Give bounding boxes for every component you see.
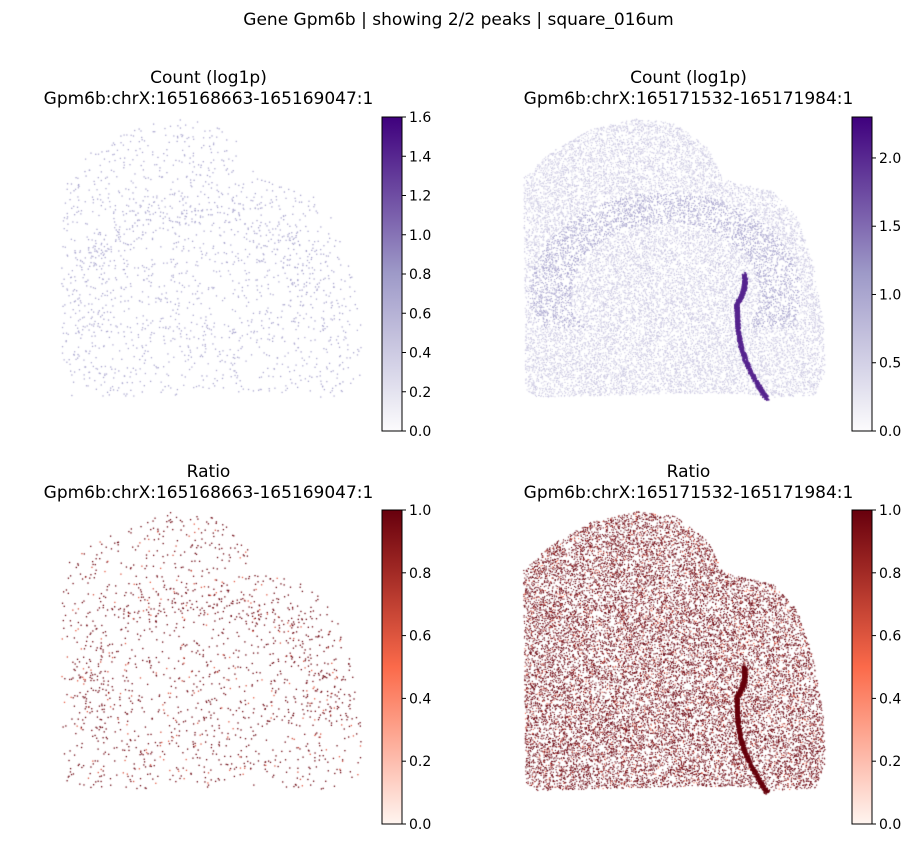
- colorbar-gradient: [851, 509, 873, 825]
- panel-title-line2: Gpm6b:chrX:165171532-165171984:1: [523, 89, 854, 109]
- panel-title-line2: Gpm6b:chrX:165168663-165169047:1: [43, 483, 374, 503]
- spatial-scatter-plot: [515, 510, 835, 810]
- panel-title-line2: Gpm6b:chrX:165171532-165171984:1: [523, 483, 854, 503]
- colorbar-tick-label: 0.6: [409, 306, 431, 322]
- spatial-scatter-plot: [515, 117, 835, 417]
- colorbar-tick-label: 1.4: [409, 149, 431, 165]
- colorbar-tick-label: 0.4: [409, 346, 431, 362]
- figure-suptitle: Gene Gpm6b | showing 2/2 peaks | square_…: [243, 10, 674, 30]
- panel-title: Ratio Gpm6b:chrX:165171532-165171984:1: [460, 462, 917, 504]
- colorbar-tick-label: 0.8: [879, 566, 901, 582]
- spatial-scatter-plot: [52, 510, 372, 810]
- panel-title-line1: Ratio: [666, 462, 711, 482]
- colorbar: 0.0 0.2 0.4 0.6 0.8 1.0 1.2 1.4 1.6: [381, 110, 431, 440]
- colorbar-tick-label: 1.2: [409, 189, 431, 205]
- colorbar-tick-label: 2.0: [879, 151, 901, 167]
- colorbar-tick-label: 0.8: [409, 566, 431, 582]
- colorbar-tick-label: 1.0: [879, 503, 901, 519]
- colorbar-gradient: [381, 509, 403, 825]
- colorbar-tick-label: 0.2: [409, 754, 431, 770]
- colorbar-tick-label: 1.5: [879, 219, 901, 235]
- colorbar: 0.0 0.2 0.4 0.6 0.8 1.0: [381, 503, 431, 833]
- panel-title: Count (log1p) Gpm6b:chrX:165168663-16516…: [0, 68, 417, 110]
- colorbar-tick-label: 0.6: [879, 629, 901, 645]
- colorbar-tick-label: 1.6: [409, 110, 431, 126]
- colorbar-tick-label: 0.0: [879, 424, 901, 440]
- colorbar-tick-label: 0.8: [409, 267, 431, 283]
- colorbar-tick-label: 0.4: [879, 691, 901, 707]
- colorbar-tick-label: 1.0: [879, 287, 901, 303]
- panel-title: Ratio Gpm6b:chrX:165168663-165169047:1: [0, 462, 417, 504]
- panel-title: Count (log1p) Gpm6b:chrX:165171532-16517…: [460, 68, 917, 110]
- colorbar-tick-label: 0.2: [879, 754, 901, 770]
- colorbar-tick-label: 0.5: [879, 356, 901, 372]
- colorbar-tick-label: 0.0: [409, 817, 431, 833]
- colorbar: 0.0 0.5 1.0 1.5 2.0: [851, 116, 901, 440]
- colorbar-tick-label: 0.2: [409, 385, 431, 401]
- colorbar-tick-label: 0.0: [409, 424, 431, 440]
- colorbar-gradient: [381, 116, 403, 432]
- colorbar-tick-label: 0.0: [879, 817, 901, 833]
- spatial-scatter-plot: [52, 117, 372, 417]
- panel-title-line2: Gpm6b:chrX:165168663-165169047:1: [43, 89, 374, 109]
- colorbar-tick-label: 1.0: [409, 228, 431, 244]
- colorbar: 0.0 0.2 0.4 0.6 0.8 1.0: [851, 503, 901, 833]
- colorbar-gradient: [851, 116, 873, 432]
- colorbar-tick-label: 0.4: [409, 691, 431, 707]
- panel-title-line1: Ratio: [186, 462, 231, 482]
- panel-title-line1: Count (log1p): [150, 68, 267, 88]
- colorbar-tick-label: 1.0: [409, 503, 431, 519]
- panel-title-line1: Count (log1p): [630, 68, 747, 88]
- colorbar-tick-label: 0.6: [409, 629, 431, 645]
